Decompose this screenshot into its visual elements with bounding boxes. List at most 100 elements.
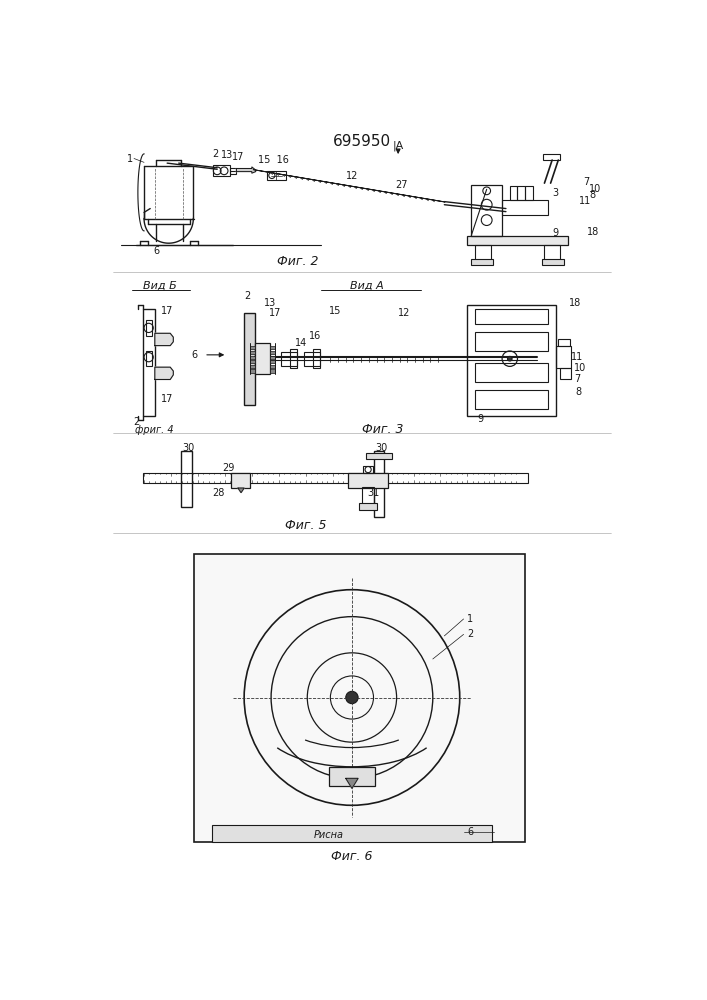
Bar [267,171,286,180]
Bar [363,466,373,473]
Text: Фиг. 3: Фиг. 3 [362,423,404,436]
Bar [143,309,155,416]
Bar [472,259,493,265]
Polygon shape [346,778,358,788]
Text: 12: 12 [346,171,358,181]
Polygon shape [155,333,173,346]
Bar [270,346,275,349]
Text: 27: 27 [396,180,408,190]
Bar [250,360,255,363]
Text: 28: 28 [212,488,224,498]
Text: фриг. 4: фриг. 4 [135,425,173,435]
Text: 14: 14 [295,338,308,348]
Text: 2: 2 [244,291,250,301]
Text: 695950: 695950 [333,134,391,149]
Bar [250,351,255,354]
Text: 15  16: 15 16 [258,155,289,165]
Bar [250,346,255,349]
Text: Вид Б: Вид Б [143,281,176,291]
Text: Фиг. 6: Фиг. 6 [331,850,373,863]
Bar [362,487,374,505]
Text: 11: 11 [571,352,583,362]
Bar [518,186,525,200]
Polygon shape [253,170,445,202]
Text: 11: 11 [579,196,591,206]
Bar [231,473,250,488]
Text: 8: 8 [575,387,581,397]
Bar [502,200,549,215]
Bar [270,351,275,354]
Polygon shape [155,367,173,379]
Bar [255,343,270,374]
Text: Вид A: Вид A [351,281,384,291]
Text: 7: 7 [573,374,580,384]
Bar [270,360,275,363]
Bar [281,352,296,366]
Bar [467,235,568,245]
Text: 8: 8 [589,190,595,200]
Bar [270,369,275,373]
Bar [475,309,549,324]
Text: 13: 13 [264,298,276,308]
Bar [475,389,549,409]
Text: 3: 3 [552,188,559,198]
Text: 30: 30 [182,443,195,453]
Text: Фиг. 2: Фиг. 2 [277,255,319,268]
Text: 6: 6 [192,350,198,360]
Bar [214,165,230,176]
Bar [366,453,392,459]
Text: 7: 7 [583,177,589,187]
Bar [230,168,236,174]
Bar [475,363,549,382]
Bar [359,503,378,510]
Text: |A: |A [393,140,404,151]
Bar [544,245,560,260]
Bar [373,451,385,517]
Bar [543,154,560,160]
Circle shape [508,356,512,361]
Text: 17: 17 [269,308,281,318]
Polygon shape [238,488,244,493]
Text: 2: 2 [212,149,218,159]
Bar [560,368,571,379]
Text: 15: 15 [329,306,341,316]
Text: 1: 1 [127,153,133,163]
Bar [291,349,296,368]
Text: 18: 18 [587,227,599,237]
Bar [143,473,527,483]
Bar [212,825,492,842]
Text: 6: 6 [467,827,474,837]
Bar [510,186,518,200]
Bar [181,451,192,507]
Bar [472,185,502,235]
Text: 1: 1 [467,614,474,624]
Text: Фиг. 5: Фиг. 5 [285,519,327,532]
Bar [194,554,525,842]
Bar [558,339,570,346]
Bar [146,320,152,336]
Text: 10: 10 [589,184,602,194]
Text: 9: 9 [552,228,559,238]
Polygon shape [236,167,256,173]
Bar [542,259,563,265]
Text: 13: 13 [221,150,233,160]
Bar [250,356,255,359]
Text: 17: 17 [232,152,244,162]
Text: 30: 30 [375,443,387,453]
Text: 6: 6 [153,246,159,256]
Bar [244,312,255,405]
Text: 16: 16 [309,331,321,341]
Text: 18: 18 [569,298,581,308]
Text: 17: 17 [161,306,173,316]
Text: 31: 31 [368,488,380,498]
Bar [467,305,556,416]
Text: 2: 2 [467,629,474,639]
Bar [250,365,255,368]
Bar [146,351,152,366]
Bar [250,369,255,373]
Bar [348,473,388,488]
Circle shape [346,691,358,704]
Text: 17: 17 [161,394,173,404]
Bar [556,346,571,368]
Bar [270,356,275,359]
